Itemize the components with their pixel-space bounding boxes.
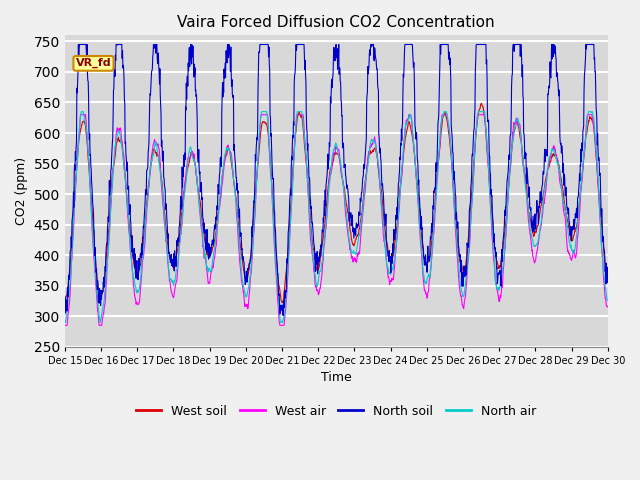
Y-axis label: CO2 (ppm): CO2 (ppm) <box>15 157 28 225</box>
Legend: West soil, West air, North soil, North air: West soil, West air, North soil, North a… <box>131 400 541 423</box>
X-axis label: Time: Time <box>321 372 351 384</box>
Text: VR_fd: VR_fd <box>76 58 111 69</box>
Title: Vaira Forced Diffusion CO2 Concentration: Vaira Forced Diffusion CO2 Concentration <box>177 15 495 30</box>
